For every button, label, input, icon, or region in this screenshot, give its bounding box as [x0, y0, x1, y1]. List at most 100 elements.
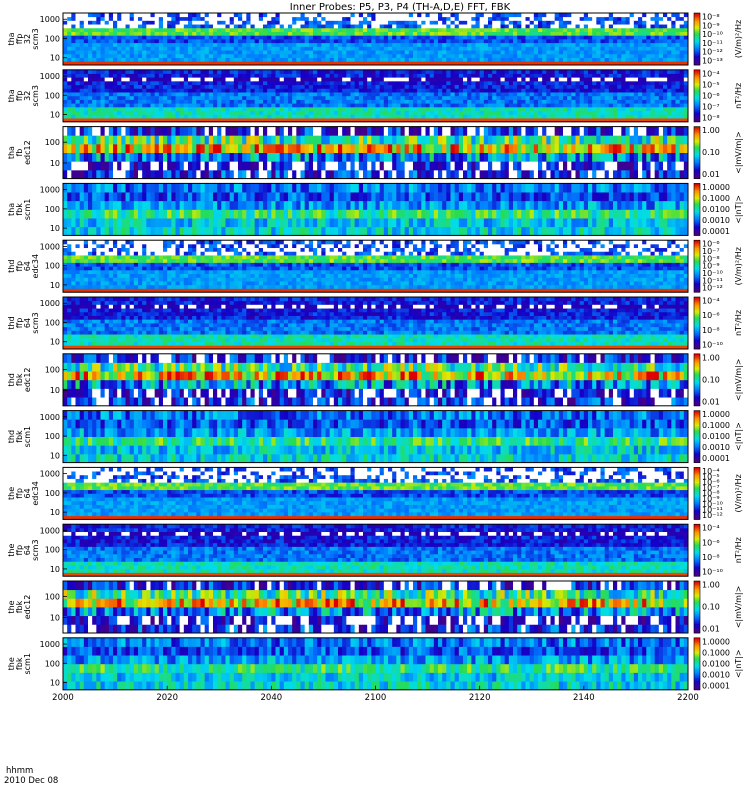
- spectrogram-cell: [530, 107, 535, 111]
- spectrogram-cell: [571, 77, 576, 81]
- spectrogram-cell: [109, 13, 114, 17]
- spectrogram-cell: [351, 43, 356, 47]
- spectrogram-cell: [371, 88, 376, 92]
- spectrogram-cell: [292, 127, 297, 136]
- spectrogram-cell: [526, 107, 531, 111]
- spectrogram-cell: [113, 70, 118, 74]
- spectrogram-cell: [92, 24, 97, 28]
- spectrogram-cell: [351, 127, 356, 136]
- spectrogram-cell: [605, 107, 610, 111]
- spectrogram-cell: [238, 17, 243, 21]
- spectrogram-cell: [471, 111, 476, 115]
- spectrogram-cell: [663, 88, 668, 92]
- spectrogram-cell: [271, 20, 276, 24]
- spectrogram-cell: [521, 28, 526, 32]
- spectrogram-cell: [188, 111, 193, 115]
- spectrogram-cell: [67, 58, 72, 62]
- spectrogram-cell: [171, 114, 176, 118]
- spectrogram-cell: [501, 46, 506, 50]
- spectrogram-cell: [155, 111, 160, 115]
- spectrogram-cell: [513, 24, 518, 28]
- spectrogram-cell: [251, 28, 256, 32]
- spectrogram-cell: [392, 170, 397, 179]
- spectrogram-cell: [117, 88, 122, 92]
- spectrogram-cell: [63, 81, 68, 85]
- spectrogram-cell: [259, 81, 264, 85]
- spectrogram-cell: [580, 88, 585, 92]
- spectrogram-cell: [142, 88, 147, 92]
- spectrogram-cell: [413, 111, 418, 115]
- spectrogram-cell: [301, 58, 306, 62]
- spectrogram-cell: [380, 144, 385, 153]
- spectrogram-cell: [113, 43, 118, 47]
- spectrogram-cell: [109, 107, 114, 111]
- spectrogram-cell: [463, 43, 468, 47]
- spectrogram-cell: [180, 103, 185, 107]
- spectrogram-cell: [288, 32, 293, 36]
- spectrogram-cell: [505, 88, 510, 92]
- spectrogram-cell: [426, 107, 431, 111]
- spectrogram-cell: [505, 28, 510, 32]
- spectrogram-cell: [309, 85, 314, 89]
- spectrogram-cell: [251, 13, 256, 17]
- spectrogram-cell: [263, 127, 268, 136]
- spectrogram-cell: [438, 35, 443, 39]
- spectrogram-cell: [401, 70, 406, 74]
- spectrogram-cell: [205, 107, 210, 111]
- spectrogram-cell: [159, 54, 164, 58]
- spectrogram-cell: [334, 107, 339, 111]
- spectrogram-cell: [217, 43, 222, 47]
- spectrogram-cell: [342, 13, 347, 17]
- spectrogram-cell: [663, 77, 668, 81]
- spectrogram-cell: [542, 107, 547, 111]
- spectrogram-cell: [71, 32, 76, 36]
- spectrogram-cell: [484, 70, 489, 74]
- spectrogram-cell: [171, 88, 176, 92]
- spectrogram-cell: [405, 100, 410, 104]
- spectrogram-cell: [551, 100, 556, 104]
- spectrogram-cell: [405, 24, 410, 28]
- spectrogram-cell: [392, 17, 397, 21]
- spectrogram-cell: [217, 127, 222, 136]
- spectrogram-cell: [176, 170, 181, 179]
- spectrogram-cell: [171, 100, 176, 104]
- spectrogram-cell: [634, 92, 639, 96]
- spectrogram-cell: [567, 50, 572, 54]
- spectrogram-cell: [517, 50, 522, 54]
- spectrogram-cell: [259, 13, 264, 17]
- spectrogram-cell: [305, 32, 310, 36]
- spectrogram-cell: [201, 35, 206, 39]
- spectrogram-cell: [659, 54, 664, 58]
- spectrogram-cell: [342, 74, 347, 78]
- spectrogram-cell: [609, 77, 614, 81]
- spectrogram-cell: [221, 46, 226, 50]
- spectrogram-cell: [426, 50, 431, 54]
- spectrogram-cell: [380, 24, 385, 28]
- spectrogram-cell: [421, 103, 426, 107]
- spectrogram-cell: [205, 92, 210, 96]
- spectrogram-cell: [551, 114, 556, 118]
- spectrogram-cell: [359, 100, 364, 104]
- spectrogram-cell: [463, 100, 468, 104]
- spectrogram-cell: [288, 153, 293, 162]
- spectrogram-cell: [163, 96, 168, 100]
- spectrogram-cell: [271, 24, 276, 28]
- spectrogram-cell: [251, 85, 256, 89]
- spectrogram-cell: [596, 28, 601, 32]
- spectrogram-cell: [580, 92, 585, 96]
- spectrogram-cell: [321, 74, 326, 78]
- spectrogram-cell: [476, 50, 481, 54]
- spectrogram-cell: [309, 13, 314, 17]
- spectrogram-cell: [155, 135, 160, 144]
- spectrogram-cell: [226, 107, 231, 111]
- spectrogram-cell: [563, 77, 568, 81]
- spectrogram-cell: [626, 50, 631, 54]
- spectrogram-cell: [205, 170, 210, 179]
- spectrogram-cell: [96, 74, 101, 78]
- spectrogram-cell: [559, 17, 564, 21]
- spectrogram-cell: [113, 135, 118, 144]
- spectrogram-cell: [451, 17, 456, 21]
- spectrogram-cell: [309, 170, 314, 179]
- spectrogram-cell: [326, 92, 331, 96]
- spectrogram-cell: [276, 35, 281, 39]
